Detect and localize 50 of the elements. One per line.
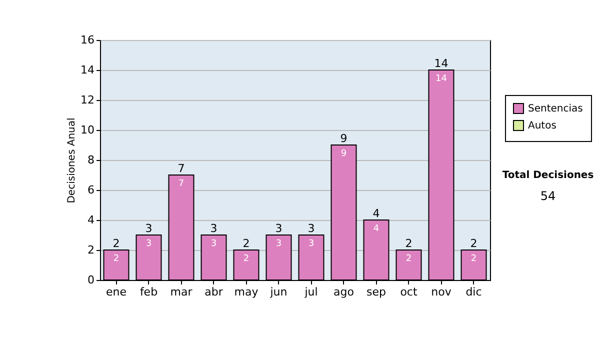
y-tick-label: 10 <box>80 124 94 136</box>
x-tick-label: mar <box>170 286 193 298</box>
y-tick-label: 2 <box>88 244 94 256</box>
data-label: 7 <box>178 179 184 189</box>
total-label: 2 <box>242 237 250 250</box>
total-label: 3 <box>308 222 315 235</box>
x-tick-label: abr <box>204 286 224 298</box>
data-label: 2 <box>406 254 412 264</box>
y-tick-label: 4 <box>88 214 94 226</box>
data-label: 3 <box>308 239 314 249</box>
data-label: 3 <box>276 239 282 249</box>
total-label: 3 <box>210 222 218 235</box>
total-label: 3 <box>275 222 282 235</box>
x-tick-label: may <box>234 286 259 298</box>
total-label: 3 <box>145 222 152 235</box>
x-tick-label: jul <box>304 286 318 298</box>
y-tick-label: 8 <box>88 154 94 166</box>
data-label: 14 <box>436 74 448 84</box>
x-tick-label: sep <box>366 286 386 298</box>
legend-label: Sentencias <box>528 104 583 114</box>
total-label: 2 <box>405 237 412 250</box>
data-label: 3 <box>146 239 152 249</box>
x-tick-label: ene <box>106 286 127 298</box>
y-tick-label: 0 <box>88 274 94 286</box>
data-label: 2 <box>243 254 250 264</box>
data-label: 2 <box>113 254 120 264</box>
x-tick-label: feb <box>140 286 158 298</box>
data-label: 2 <box>470 254 477 264</box>
total-label: 2 <box>470 237 478 250</box>
total-label: 14 <box>434 57 448 70</box>
y-axis-title: Decisiones Anual <box>66 118 78 204</box>
legend-label: Autos <box>528 120 556 132</box>
data-label: 9 <box>340 149 347 159</box>
x-tick-label: dic <box>466 286 482 298</box>
total-label: 7 <box>178 162 185 175</box>
text: Total Decisiones <box>501 170 595 181</box>
x-tick-label: nov <box>431 286 452 298</box>
x-tick-label: jun <box>269 286 288 298</box>
y-tick-label: 12 <box>80 94 94 106</box>
x-tick-label: oct <box>400 286 418 298</box>
data-label: 3 <box>210 239 217 249</box>
data-label: 4 <box>373 224 380 234</box>
y-tick-label: 6 <box>88 184 94 196</box>
total-label: 2 <box>112 237 120 250</box>
total-label: 9 <box>340 132 348 145</box>
x-tick-label: ago <box>334 286 354 298</box>
total-label: 4 <box>372 207 380 220</box>
text: 54 <box>539 189 557 203</box>
y-tick-label: 14 <box>80 64 94 76</box>
y-tick-label: 16 <box>80 34 94 46</box>
